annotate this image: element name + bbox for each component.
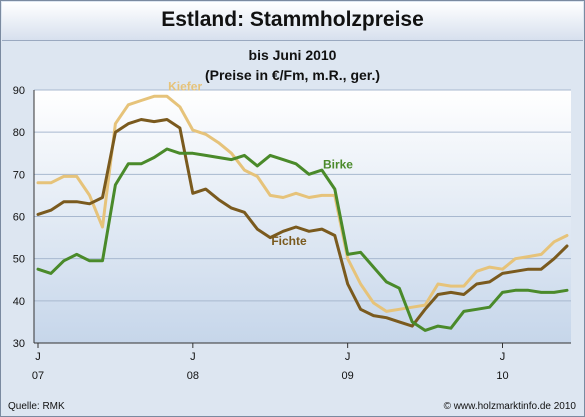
series-line-birke: [36, 147, 569, 332]
series-label-birke: Birke: [323, 157, 353, 171]
x-tick-label-bottom: 10: [496, 370, 508, 382]
series-label-fichte: Fichte: [271, 234, 307, 248]
series-line-kiefer: [36, 94, 569, 313]
chart-title: Estland: Stammholzpreise: [161, 8, 424, 31]
x-tick-label-top: J: [35, 351, 41, 363]
axes: 30 40 50 60 70 80 90 J 07 J 08 J 09 J 10: [13, 85, 571, 382]
gridlines: [34, 89, 571, 302]
y-tick-label: 80: [13, 127, 25, 139]
source-note: Quelle: RMK: [8, 401, 65, 412]
y-tick-label: 60: [13, 212, 25, 224]
series-label-kiefer: Kiefer: [168, 79, 202, 93]
chart-subtitle-line-1: bis Juni 2010: [248, 47, 337, 63]
x-tick-label-bottom: 07: [32, 370, 44, 382]
chart-subtitle-line-2: (Preise in €/Fm, m.R., ger.): [204, 67, 381, 83]
y-tick-label: 50: [13, 254, 25, 266]
series-group: [36, 94, 569, 332]
y-tick-label: 70: [13, 169, 25, 181]
x-tick-label-top: J: [190, 351, 196, 363]
x-tick-label-bottom: 09: [342, 370, 354, 382]
y-tick-label: 90: [13, 85, 25, 97]
copyright-note: © www.holzmarktinfo.de 2010: [443, 401, 576, 412]
x-tick-label-bottom: 08: [187, 370, 199, 382]
x-tick-label-top: J: [500, 351, 506, 363]
x-tick-label-top: J: [345, 351, 351, 363]
y-tick-label: 30: [13, 338, 25, 350]
series-labels: Kiefer Fichte Birke: [168, 79, 353, 248]
y-tick-label: 40: [13, 296, 25, 308]
series-line-fichte: [36, 118, 569, 328]
title-band: Estland: Stammholzpreise: [2, 2, 583, 41]
